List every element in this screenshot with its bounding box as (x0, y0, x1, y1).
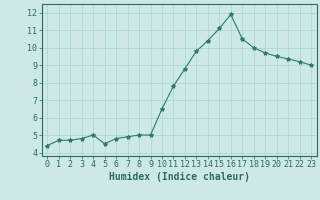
X-axis label: Humidex (Indice chaleur): Humidex (Indice chaleur) (109, 172, 250, 182)
